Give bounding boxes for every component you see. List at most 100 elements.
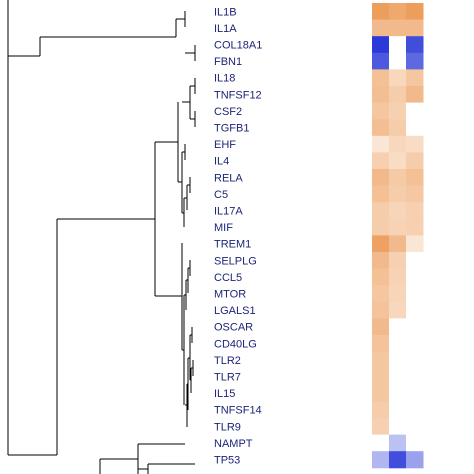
heatmap-cell xyxy=(372,335,390,353)
heatmap-cell xyxy=(372,418,390,436)
heatmap-cell xyxy=(389,401,407,419)
heatmap-cell xyxy=(372,301,390,319)
heatmap-cell xyxy=(389,368,407,386)
heatmap-cell xyxy=(406,351,424,369)
heatmap-cell xyxy=(389,285,407,303)
heatmap-cell xyxy=(389,418,407,436)
gene-label: IL17A xyxy=(214,206,243,218)
heatmap-cell xyxy=(406,202,424,220)
heatmap-cell xyxy=(389,335,407,353)
gene-label: IL18 xyxy=(214,73,235,85)
gene-label: TLR9 xyxy=(214,421,241,433)
gene-label: EHF xyxy=(214,139,236,151)
heatmap-cell xyxy=(406,152,424,170)
heatmap-cell xyxy=(389,135,407,153)
gene-label: CSF2 xyxy=(214,106,242,118)
gene-label: IL1A xyxy=(214,23,237,35)
heatmap-cell xyxy=(372,268,390,286)
gene-label: COL18A1 xyxy=(214,40,262,52)
heatmap-cell xyxy=(372,102,390,120)
heatmap-cell xyxy=(406,318,424,336)
heatmap-cell xyxy=(389,434,407,452)
heatmap-cell xyxy=(389,384,407,402)
gene-label: LGALS1 xyxy=(214,305,256,317)
heatmap-cell xyxy=(372,36,390,54)
heatmap-cell xyxy=(389,351,407,369)
heatmap-cell xyxy=(372,351,390,369)
heatmap-cell xyxy=(372,235,390,253)
heatmap-cell xyxy=(389,301,407,319)
heatmap-cell xyxy=(372,401,390,419)
dendrogram xyxy=(7,0,196,474)
gene-label: TNFSF12 xyxy=(214,89,262,101)
heatmap-cell xyxy=(372,52,390,70)
heatmap-cell xyxy=(389,152,407,170)
gene-label: MIF xyxy=(214,222,233,234)
heatmap-cell xyxy=(406,102,424,120)
heatmap-cell xyxy=(372,252,390,270)
heatmap-cell xyxy=(389,268,407,286)
heatmap-cell xyxy=(406,384,424,402)
heatmap-cell xyxy=(406,335,424,353)
gene-label: NAMPT xyxy=(214,438,253,450)
heatmap-cell xyxy=(372,119,390,137)
gene-label: TLR2 xyxy=(214,355,241,367)
gene-label: MTOR xyxy=(214,289,246,301)
heatmap-cell xyxy=(406,36,424,54)
gene-label: IL15 xyxy=(214,388,235,400)
heatmap-cell xyxy=(406,301,424,319)
heatmap-cell xyxy=(372,135,390,153)
heatmap-cell xyxy=(406,451,424,469)
heatmap-cell xyxy=(389,235,407,253)
heatmap-cell xyxy=(389,86,407,104)
heatmap-cell xyxy=(389,185,407,203)
heatmap-cell xyxy=(406,86,424,104)
heatmap-cell xyxy=(406,19,424,37)
heatmap-cell xyxy=(372,185,390,203)
heatmap-cell xyxy=(372,152,390,170)
heatmap-cell xyxy=(406,268,424,286)
heatmap-cell xyxy=(372,434,390,452)
heatmap-cell xyxy=(406,235,424,253)
gene-label: RELA xyxy=(214,172,243,184)
gene-label: TREM1 xyxy=(214,239,251,251)
gene-label: CCL5 xyxy=(214,272,242,284)
heatmap-cell xyxy=(406,119,424,137)
heatmap-cell xyxy=(406,3,424,21)
heatmap-cell xyxy=(372,3,390,21)
heatmap-cell xyxy=(389,318,407,336)
heatmap-cell xyxy=(372,19,390,37)
gene-label: TGFB1 xyxy=(214,123,249,135)
heatmap-cell xyxy=(406,401,424,419)
heatmap-cell xyxy=(406,218,424,236)
heatmap-cell xyxy=(389,19,407,37)
heatmap-cell xyxy=(389,52,407,70)
heatmap-cell xyxy=(389,119,407,137)
gene-labels: IL1B IL1A COL18A1 FBN1 IL18 TNFSF12 CSF2 TGFB1 E… xyxy=(214,6,262,466)
heatmap-cell xyxy=(389,102,407,120)
gene-label: FBN1 xyxy=(214,56,242,68)
heatmap-cell xyxy=(406,434,424,452)
heatmap-cell xyxy=(389,451,407,469)
heatmap-cell xyxy=(372,384,390,402)
heatmap-cell xyxy=(372,318,390,336)
heatmap-cell xyxy=(389,3,407,21)
heatmap-cell xyxy=(389,36,407,54)
heatmap-cell xyxy=(389,169,407,187)
heatmap-cell xyxy=(389,69,407,87)
heatmap-cell xyxy=(406,252,424,270)
heatmap-cell xyxy=(389,202,407,220)
heatmap-cell xyxy=(372,169,390,187)
gene-label: CD40LG xyxy=(214,338,257,350)
heatmap-cell xyxy=(406,69,424,87)
gene-label: TP53 xyxy=(214,455,240,467)
heatmap-cell xyxy=(406,185,424,203)
gene-label: SELPLG xyxy=(214,255,257,267)
gene-label: OSCAR xyxy=(214,322,253,334)
gene-label: C5 xyxy=(214,189,228,201)
heatmap-cell xyxy=(389,218,407,236)
heatmap-cell xyxy=(372,451,390,469)
heatmap-cell xyxy=(406,135,424,153)
heatmap-cell xyxy=(372,86,390,104)
